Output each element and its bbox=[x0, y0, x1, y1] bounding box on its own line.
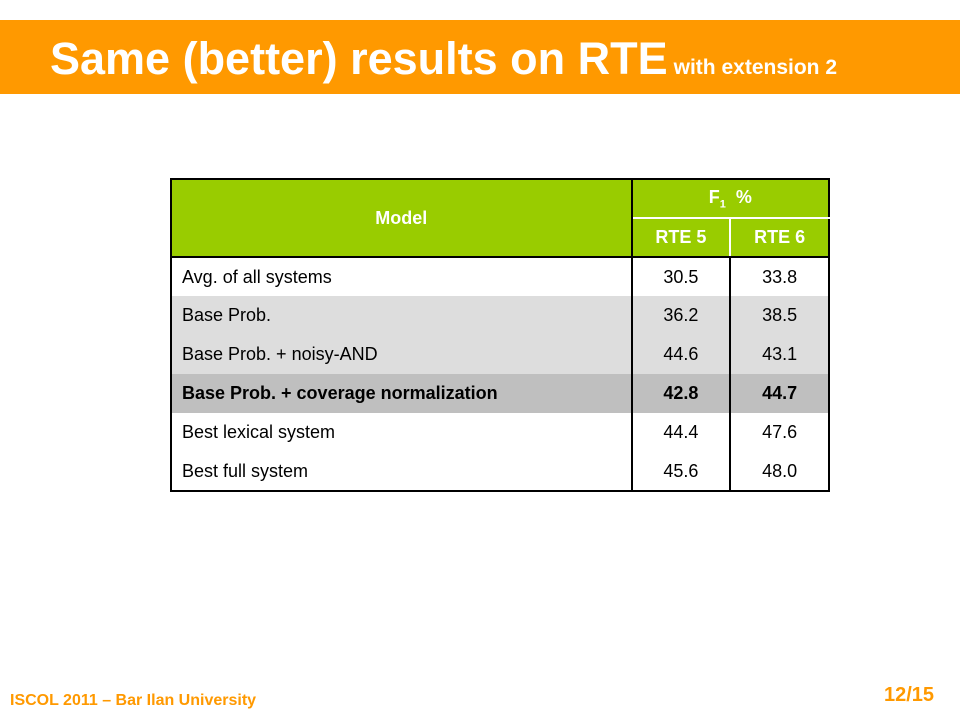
slide-title-main: Same (better) results on RTE bbox=[50, 33, 668, 84]
cell-rte6: 44.7 bbox=[730, 374, 830, 413]
table-row: Base Prob. + noisy-AND 44.6 43.1 bbox=[170, 335, 830, 374]
table-subheader-row: RTE 5 RTE 6 bbox=[171, 218, 830, 258]
slide-title: Same (better) results on RTE with extensi… bbox=[50, 36, 837, 81]
cell-model: Base Prob. + noisy-AND bbox=[170, 335, 633, 374]
cell-rte6: 43.1 bbox=[730, 335, 830, 374]
cell-model: Base Prob. + coverage normalization bbox=[170, 374, 633, 413]
header-rte5: RTE 5 bbox=[631, 218, 732, 258]
footer-text: ISCOL 2011 – Bar Ilan University bbox=[10, 692, 257, 709]
results-table: Model F1 % RTE 5 RTE 6 Avg. of all syste… bbox=[170, 178, 831, 492]
cell-rte5: 44.4 bbox=[631, 413, 732, 452]
cell-rte5: 45.6 bbox=[631, 452, 732, 492]
cell-rte6: 33.8 bbox=[730, 257, 830, 296]
cell-rte6: 38.5 bbox=[730, 296, 830, 335]
header-f1: F1 % bbox=[631, 178, 831, 219]
cell-rte6: 47.6 bbox=[730, 413, 830, 452]
cell-rte5: 30.5 bbox=[631, 257, 732, 296]
table-row: Best lexical system 44.4 47.6 bbox=[170, 413, 830, 452]
cell-model: Best full system bbox=[170, 452, 633, 492]
table-row: Base Prob. 36.2 38.5 bbox=[170, 296, 830, 335]
table-row-highlighted: Base Prob. + coverage normalization 42.8… bbox=[170, 374, 830, 413]
table-row: Avg. of all systems 30.5 33.8 bbox=[170, 257, 830, 296]
header-f1-subscript: 1 bbox=[719, 198, 726, 211]
cell-rte5: 44.6 bbox=[631, 335, 732, 374]
header-rte6: RTE 6 bbox=[730, 218, 830, 258]
cell-model: Base Prob. bbox=[170, 296, 633, 335]
title-bar bbox=[0, 20, 960, 94]
header-f1-letter: F bbox=[708, 186, 720, 207]
page-number: 12/15 bbox=[884, 684, 935, 706]
table-header-row: Model F1 % bbox=[170, 178, 831, 258]
cell-rte5: 42.8 bbox=[631, 374, 732, 413]
table-row: Best full system 45.6 48.0 bbox=[170, 452, 830, 492]
slide-title-suffix: with extension 2 bbox=[673, 56, 838, 79]
header-f1-unit: % bbox=[735, 186, 752, 207]
cell-rte5: 36.2 bbox=[631, 296, 732, 335]
header-model: Model bbox=[170, 178, 633, 258]
cell-model: Avg. of all systems bbox=[170, 257, 633, 296]
cell-rte6: 48.0 bbox=[730, 452, 830, 492]
cell-model: Best lexical system bbox=[170, 413, 633, 452]
